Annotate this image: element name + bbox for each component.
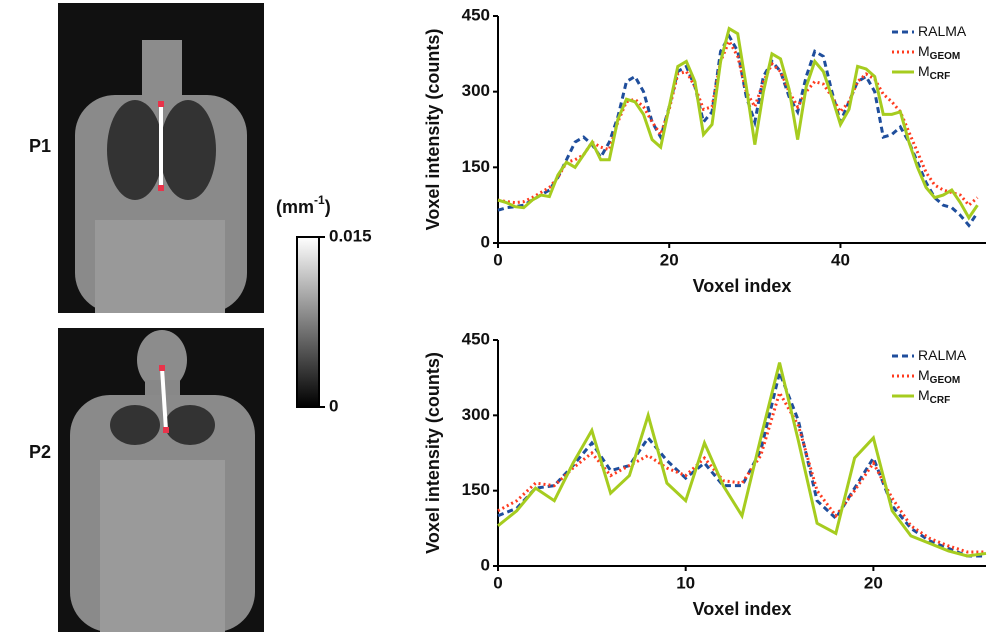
y-tick-label: 300 — [462, 405, 490, 424]
legend-name: M — [918, 367, 930, 383]
unit: (mm — [276, 197, 314, 217]
y-tick-label: 0 — [481, 232, 490, 251]
legend-subscript: CRF — [930, 71, 951, 82]
x-tick-label: 20 — [864, 573, 883, 592]
x-axis-label: Voxel index — [693, 276, 792, 296]
ct-image-p2 — [58, 328, 264, 632]
x-tick-label: 0 — [493, 573, 502, 592]
y-tick-label: 300 — [462, 81, 490, 100]
legend-name: RALMA — [918, 347, 967, 363]
series-line — [497, 367, 986, 558]
y-tick-label: 150 — [462, 157, 490, 176]
legend-subscript: GEOM — [930, 51, 961, 62]
y-tick-label: 150 — [462, 480, 490, 499]
x-tick-label: 10 — [676, 573, 695, 592]
legend-name: M — [918, 387, 930, 403]
colorbar-unit: (mm-1) — [276, 193, 331, 217]
x-tick-label: 40 — [831, 250, 850, 269]
series-line — [497, 362, 987, 558]
unit-end: ) — [325, 197, 331, 217]
panel-label: P1 — [29, 136, 51, 156]
colorbar-tick-label: 0 — [329, 396, 338, 415]
y-tick-label: 0 — [481, 555, 490, 574]
unit-sup: -1 — [314, 193, 325, 207]
y-axis-label: Voxel intensity (counts) — [423, 352, 443, 554]
ct-image-p1 — [58, 3, 264, 313]
legend-entry: RALMA — [918, 23, 967, 39]
x-axis-label: Voxel index — [693, 599, 792, 619]
legend-entry: RALMA — [918, 347, 967, 363]
legend-entry: MGEOM — [918, 43, 960, 62]
series-line — [497, 37, 979, 208]
series-line — [497, 388, 986, 554]
legend-subscript: CRF — [930, 395, 951, 406]
x-tick-label: 20 — [660, 250, 679, 269]
legend-name: RALMA — [918, 23, 967, 39]
y-axis-label: Voxel intensity (counts) — [423, 29, 443, 231]
legend-entry: MCRF — [918, 63, 950, 82]
x-tick-label: 0 — [493, 250, 502, 269]
legend-name: M — [918, 43, 930, 59]
legend-subscript: GEOM — [930, 375, 961, 386]
series-line — [497, 26, 979, 221]
legend-entry: MCRF — [918, 387, 950, 406]
colorbar — [296, 236, 320, 408]
series-line — [497, 33, 979, 228]
colorbar-tick-label: 0.015 — [329, 226, 372, 245]
y-tick-label: 450 — [462, 5, 490, 24]
legend-entry: MGEOM — [918, 367, 960, 386]
y-tick-label: 450 — [462, 329, 490, 348]
panel-label: P2 — [29, 442, 51, 462]
legend-name: M — [918, 63, 930, 79]
